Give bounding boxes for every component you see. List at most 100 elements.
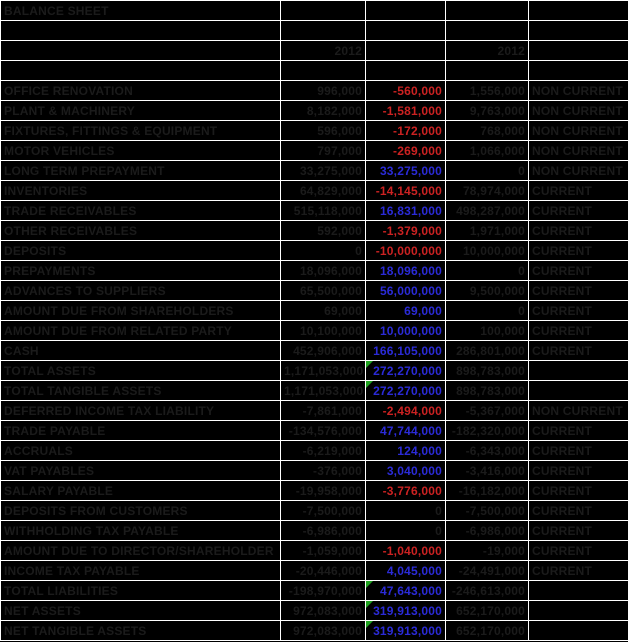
category-cell[interactable]: CURRENT: [528, 340, 628, 361]
value-change-cell[interactable]: -14,145,000: [365, 180, 446, 201]
value-2012-cell[interactable]: 996,000: [280, 80, 366, 101]
value-change-cell[interactable]: 18,096,000: [365, 260, 446, 281]
value-change-cell[interactable]: [365, 20, 446, 41]
value-2011-cell[interactable]: 9,763,000: [445, 100, 529, 121]
row-label-cell[interactable]: PREPAYMENTS: [0, 260, 281, 281]
row-label-cell[interactable]: TRADE PAYABLE: [0, 420, 281, 441]
value-change-cell[interactable]: -560,000: [365, 80, 446, 101]
value-2012-cell[interactable]: -6,219,000: [280, 440, 366, 461]
value-2012-cell[interactable]: [280, 20, 366, 41]
row-label-cell[interactable]: AMOUNT DUE FROM SHAREHOLDERS: [0, 300, 281, 321]
value-2012-cell[interactable]: -7,500,000: [280, 500, 366, 521]
value-change-cell[interactable]: 4,045,000: [365, 560, 446, 581]
row-label-cell[interactable]: CASH: [0, 340, 281, 361]
value-change-cell[interactable]: -2,494,000: [365, 400, 446, 421]
row-label-cell[interactable]: OTHER RECEIVABLES: [0, 220, 281, 241]
row-label-cell[interactable]: BALANCE SHEET: [0, 0, 281, 21]
category-cell[interactable]: NON CURRENT: [528, 120, 628, 141]
value-2011-cell[interactable]: -246,613,000: [445, 580, 529, 601]
value-2011-cell[interactable]: 898,783,000: [445, 360, 529, 381]
category-cell[interactable]: [528, 40, 628, 61]
category-cell[interactable]: [528, 20, 628, 41]
value-change-cell[interactable]: -10,000,000: [365, 240, 446, 261]
row-label-cell[interactable]: NET TANGIBLE ASSETS: [0, 620, 281, 641]
row-label-cell[interactable]: NET ASSETS: [0, 600, 281, 621]
row-label-cell[interactable]: LONG TERM PREPAYMENT: [0, 160, 281, 181]
value-2012-cell[interactable]: 69,000: [280, 300, 366, 321]
category-cell[interactable]: CURRENT: [528, 440, 628, 461]
value-2011-cell[interactable]: 100,000: [445, 320, 529, 341]
value-2011-cell[interactable]: 0: [445, 300, 529, 321]
row-label-cell[interactable]: TOTAL LIABILITIES: [0, 580, 281, 601]
value-2011-cell[interactable]: -6,343,000: [445, 440, 529, 461]
row-label-cell[interactable]: OFFICE RENOVATION: [0, 80, 281, 101]
value-2012-cell[interactable]: 592,000: [280, 220, 366, 241]
value-2011-cell[interactable]: -24,491,000: [445, 560, 529, 581]
category-cell[interactable]: NON CURRENT: [528, 80, 628, 101]
value-2011-cell[interactable]: [445, 20, 529, 41]
value-2011-cell[interactable]: -6,986,000: [445, 520, 529, 541]
row-label-cell[interactable]: FIXTURES, FITTINGS & EQUIPMENT: [0, 120, 281, 141]
value-change-cell[interactable]: 16,831,000: [365, 200, 446, 221]
value-2012-cell[interactable]: 64,829,000: [280, 180, 366, 201]
value-change-cell[interactable]: 272,270,000: [365, 380, 446, 401]
value-2012-cell[interactable]: 515,118,000: [280, 200, 366, 221]
category-cell[interactable]: [528, 0, 628, 21]
value-2011-cell[interactable]: -5,367,000: [445, 400, 529, 421]
value-change-cell[interactable]: -269,000: [365, 140, 446, 161]
value-2012-cell[interactable]: 972,083,000: [280, 600, 366, 621]
value-2012-cell[interactable]: -7,861,000: [280, 400, 366, 421]
row-label-cell[interactable]: [0, 60, 281, 81]
value-change-cell[interactable]: 47,744,000: [365, 420, 446, 441]
category-cell[interactable]: CURRENT: [528, 320, 628, 341]
value-2011-cell[interactable]: -182,320,000: [445, 420, 529, 441]
row-label-cell[interactable]: DEPOSITS: [0, 240, 281, 261]
category-cell[interactable]: CURRENT: [528, 280, 628, 301]
value-2012-cell[interactable]: -376,000: [280, 460, 366, 481]
value-2012-cell[interactable]: 33,275,000: [280, 160, 366, 181]
category-cell[interactable]: CURRENT: [528, 560, 628, 581]
row-label-cell[interactable]: [0, 40, 281, 61]
row-label-cell[interactable]: AMOUNT DUE FROM RELATED PARTY: [0, 320, 281, 341]
category-cell[interactable]: [528, 380, 628, 401]
value-2012-cell[interactable]: -1,059,000: [280, 540, 366, 561]
category-cell[interactable]: CURRENT: [528, 220, 628, 241]
row-label-cell[interactable]: ACCRUALS: [0, 440, 281, 461]
value-2011-cell[interactable]: 1,066,000: [445, 140, 529, 161]
value-2012-cell[interactable]: 8,182,000: [280, 100, 366, 121]
category-cell[interactable]: [528, 360, 628, 381]
value-change-cell[interactable]: -1,040,000: [365, 540, 446, 561]
category-cell[interactable]: CURRENT: [528, 460, 628, 481]
value-2012-cell[interactable]: -20,446,000: [280, 560, 366, 581]
row-label-cell[interactable]: AMOUNT DUE TO DIRECTOR/SHAREHOLDER: [0, 540, 281, 561]
value-2012-cell[interactable]: [280, 0, 366, 21]
value-change-cell[interactable]: 56,000,000: [365, 280, 446, 301]
value-2011-cell[interactable]: 286,801,000: [445, 340, 529, 361]
value-2012-cell[interactable]: 2012: [280, 40, 366, 61]
value-2011-cell[interactable]: 0: [445, 260, 529, 281]
value-2012-cell[interactable]: 0: [280, 240, 366, 261]
value-change-cell[interactable]: 272,270,000: [365, 360, 446, 381]
category-cell[interactable]: CURRENT: [528, 260, 628, 281]
value-2011-cell[interactable]: 898,783,000: [445, 380, 529, 401]
value-2011-cell[interactable]: 768,000: [445, 120, 529, 141]
value-2012-cell[interactable]: 18,096,000: [280, 260, 366, 281]
category-cell[interactable]: CURRENT: [528, 540, 628, 561]
value-2012-cell[interactable]: 972,083,000: [280, 620, 366, 641]
value-2011-cell[interactable]: 78,974,000: [445, 180, 529, 201]
row-label-cell[interactable]: TOTAL ASSETS: [0, 360, 281, 381]
category-cell[interactable]: CURRENT: [528, 180, 628, 201]
value-change-cell[interactable]: 33,275,000: [365, 160, 446, 181]
value-2011-cell[interactable]: 1,556,000: [445, 80, 529, 101]
value-change-cell[interactable]: 10,000,000: [365, 320, 446, 341]
value-change-cell[interactable]: 319,913,000: [365, 620, 446, 641]
category-cell[interactable]: NON CURRENT: [528, 140, 628, 161]
value-2012-cell[interactable]: 452,906,000: [280, 340, 366, 361]
row-label-cell[interactable]: SALARY PAYABLE: [0, 480, 281, 501]
category-cell[interactable]: CURRENT: [528, 480, 628, 501]
value-2012-cell[interactable]: 1,171,053,000: [280, 380, 366, 401]
category-cell[interactable]: NON CURRENT: [528, 100, 628, 121]
row-label-cell[interactable]: PLANT & MACHINERY: [0, 100, 281, 121]
category-cell[interactable]: CURRENT: [528, 300, 628, 321]
value-2012-cell[interactable]: -134,576,000: [280, 420, 366, 441]
